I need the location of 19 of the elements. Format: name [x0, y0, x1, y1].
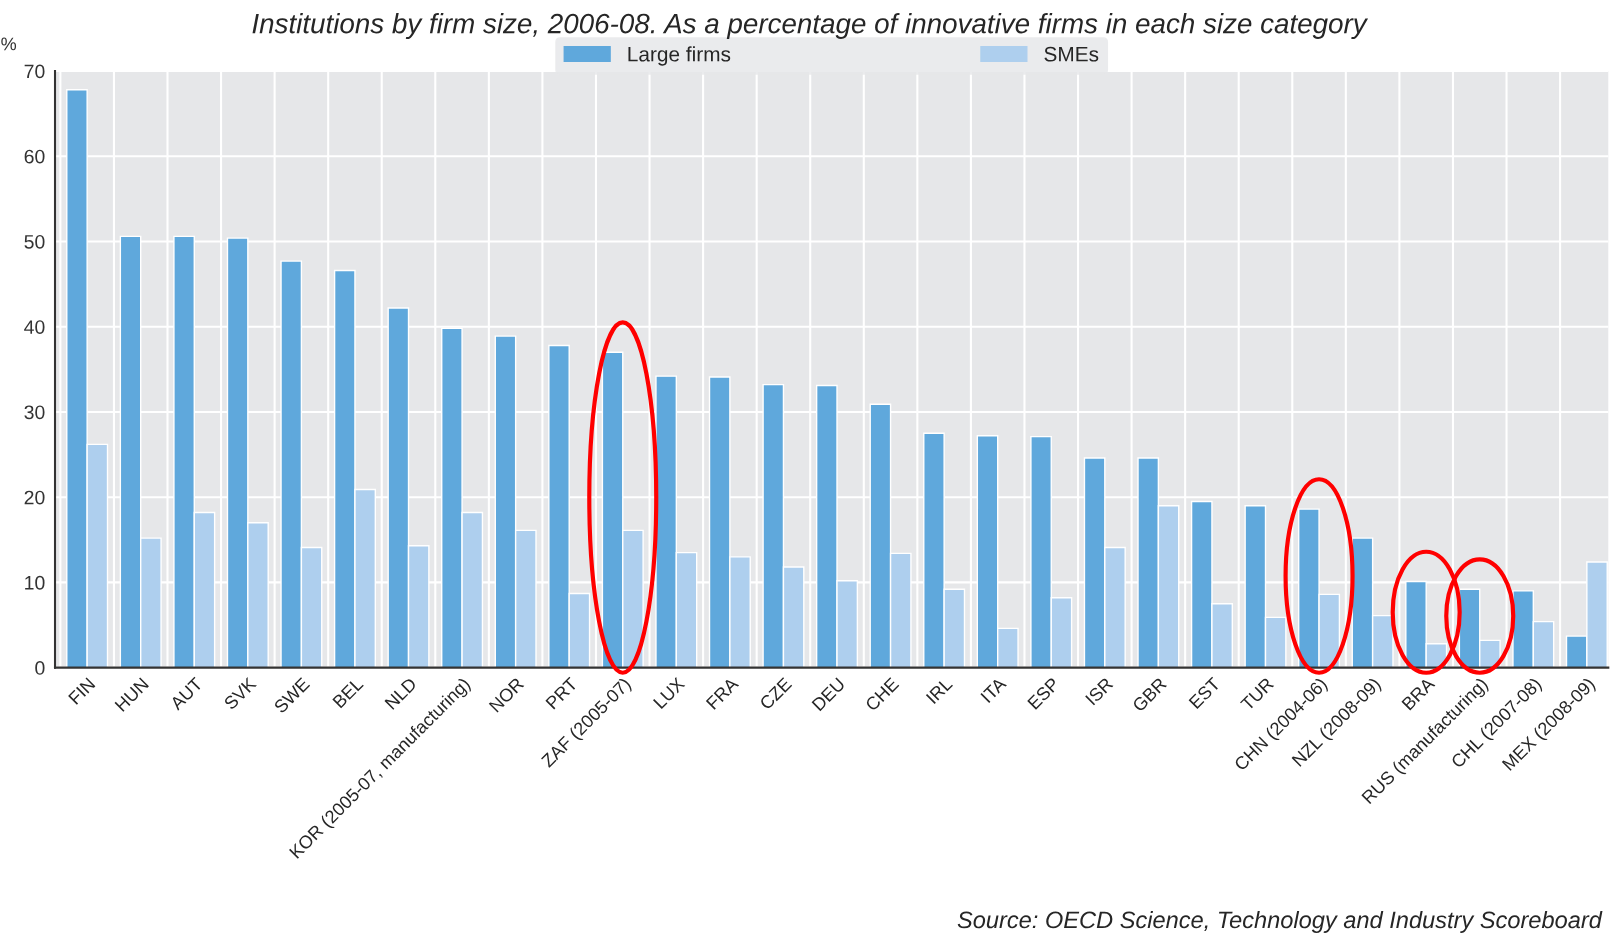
y-tick-label: 50 [24, 234, 45, 249]
y-tick-label: 70 [24, 64, 45, 79]
x-tick-label: ITA [980, 676, 1007, 703]
x-tick-label: ISR [1085, 676, 1114, 706]
y-tick-label: 20 [24, 490, 45, 505]
y-tick-label: 30 [24, 405, 45, 420]
x-tick-label: BEL [332, 676, 364, 709]
legend-label: SMEs [1044, 46, 1099, 62]
y-tick-label: 40 [24, 320, 45, 334]
x-tick-label: FIN [68, 677, 96, 705]
y-axis-title: % [1, 37, 17, 51]
x-tick-label: IRL [925, 676, 953, 704]
source-note: Source: OECD Science, Technology and Industry Scoreboard [957, 910, 1603, 933]
y-tick-label: 10 [25, 575, 45, 590]
y-tick-label: 0 [35, 661, 45, 675]
legend-label: Large firms [628, 46, 731, 66]
chart-title: Institutions by firm size, 2006-08. As a percentage of innovative firms in each size category [252, 13, 1369, 39]
x-tick-label: FRA [705, 676, 740, 710]
y-tick-label: 60 [24, 149, 45, 164]
